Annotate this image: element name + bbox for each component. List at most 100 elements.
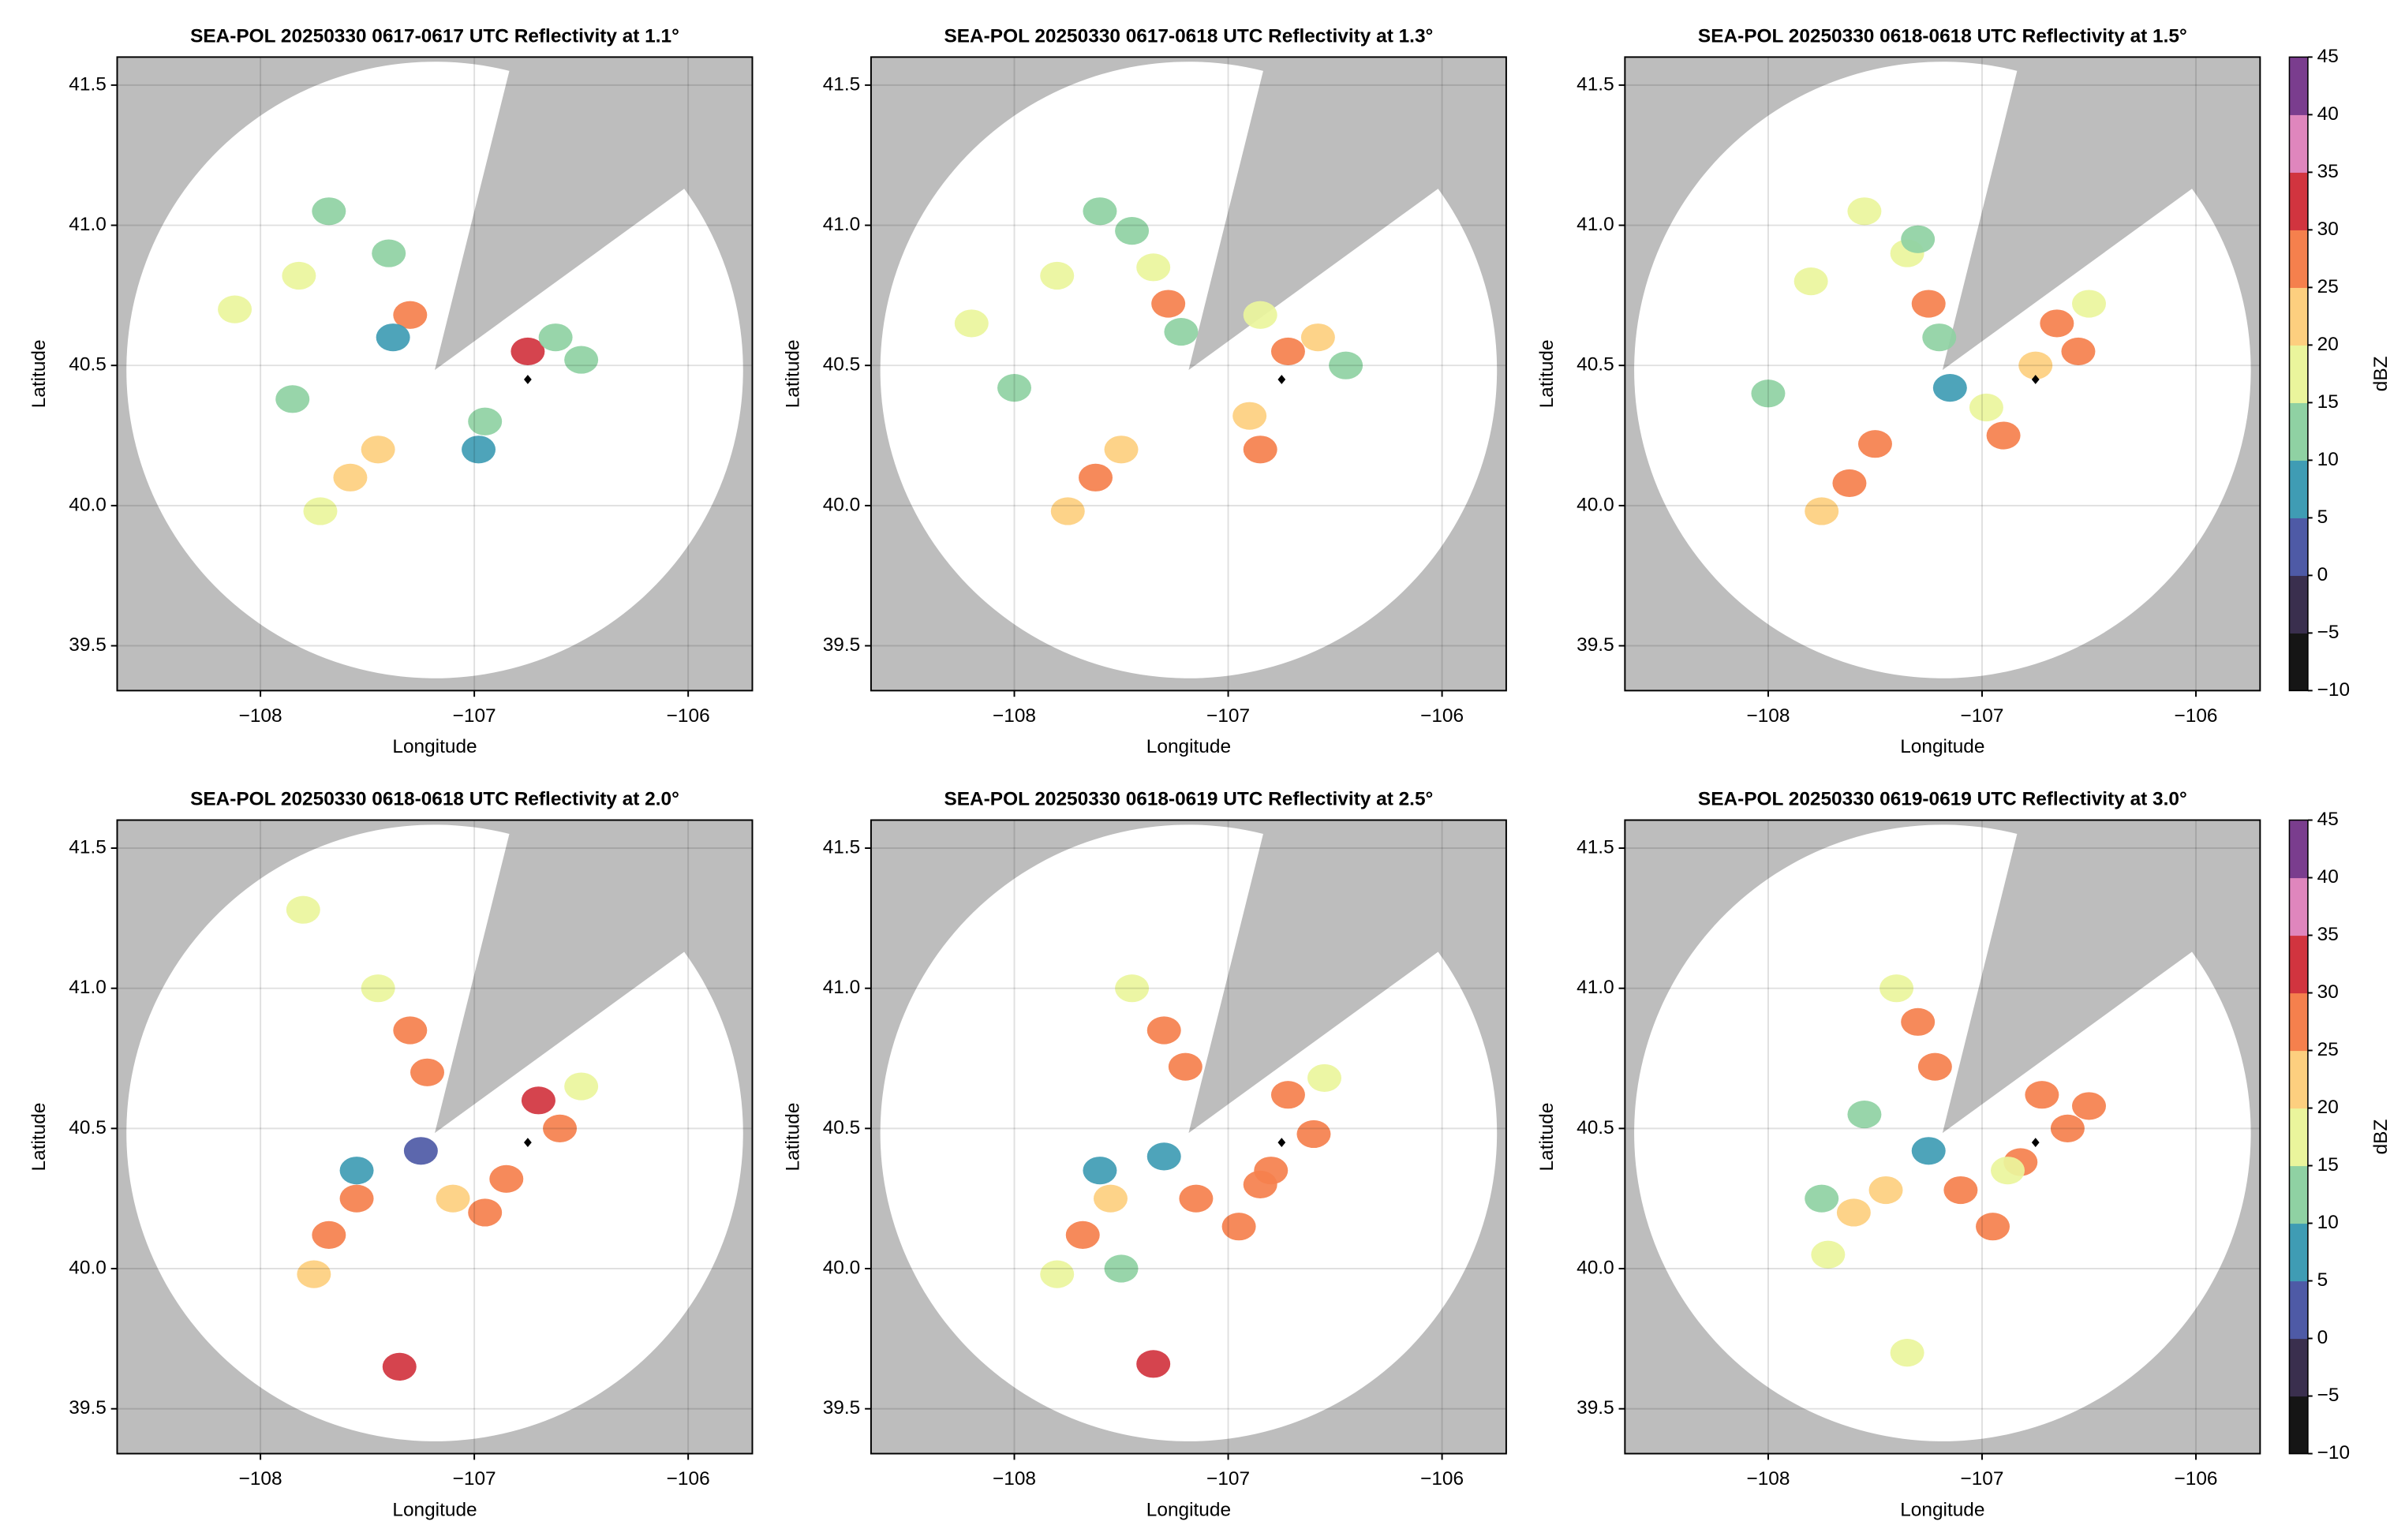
echo-cell: [1911, 290, 1946, 318]
panel: −108 −107 −106 39.5 40.0 40.5 41.0 41.5 SEA-POL …: [783, 789, 1507, 1520]
y-tick-label: 39.5: [1577, 1397, 1614, 1419]
echo-cell: [1232, 402, 1267, 430]
y-tick-label: 40.5: [1577, 354, 1614, 376]
radar-coverage: [1634, 62, 2251, 678]
chart-title: SEA-POL 20250330 0617-0617 UTC Reflectiv…: [190, 25, 679, 47]
y-tick-label: 40.5: [69, 354, 107, 376]
colorbar-tick-label: 35: [2317, 161, 2339, 182]
y-tick-label: 41.0: [69, 977, 107, 998]
site-marker: [2031, 375, 2040, 384]
x-tick-label: −108: [993, 1468, 1036, 1490]
x-tick-label: −107: [453, 1468, 496, 1490]
colorbar-tick-label: −5: [2317, 622, 2340, 643]
y-axis-label: Latitude: [28, 339, 50, 408]
echo-cell: [1079, 463, 1113, 492]
y-tick-label: 39.5: [823, 634, 861, 656]
echo-cell: [1065, 1220, 1100, 1249]
echo-cell: [1879, 974, 1914, 1003]
colorbar-tick-label: 0: [2317, 1327, 2328, 1348]
echo-cell: [1083, 1157, 1117, 1185]
echo-cell: [2072, 290, 2106, 318]
echo-cell: [1811, 1240, 1846, 1269]
x-tick-label: −108: [1746, 705, 1790, 727]
echo-cell: [1922, 323, 1957, 352]
echo-cell: [1083, 197, 1117, 226]
plot-frame: [1624, 56, 2261, 692]
colorbar-tick-label: 5: [2317, 506, 2328, 528]
echo-cell: [1270, 1081, 1305, 1109]
colorbar-bin: [2289, 287, 2308, 346]
chart-title: SEA-POL 20250330 0618-0618 UTC Reflectiv…: [190, 789, 679, 810]
echo-cell: [1847, 1101, 1882, 1129]
echo-cell: [1329, 351, 1363, 379]
site-marker: [524, 1138, 532, 1147]
echo-cell: [1868, 1176, 1903, 1205]
echo-cell: [1805, 1184, 1839, 1213]
colorbar-tick-label: 25: [2317, 1039, 2339, 1060]
colorbar-bin: [2289, 345, 2308, 403]
colorbar-bin: [2289, 1165, 2308, 1224]
colorbar-tick-label: 40: [2317, 866, 2339, 888]
echo-cell: [312, 1220, 346, 1249]
echo-cell: [1243, 1170, 1277, 1199]
echo-cell: [275, 385, 310, 413]
x-tick-label: −108: [993, 705, 1036, 727]
colorbar-tick-label: 5: [2317, 1269, 2328, 1291]
echo-cell: [1991, 1157, 2025, 1185]
colorbar-tick-label: −10: [2317, 679, 2350, 701]
echo-cell: [1243, 435, 1277, 464]
x-tick-label: −106: [2175, 1468, 2218, 1490]
echo-cell: [468, 407, 503, 435]
echoes: [954, 197, 1363, 525]
echo-cell: [1115, 217, 1150, 245]
colorbar-bin: [2289, 1223, 2308, 1282]
echo-cell: [303, 497, 338, 525]
echo-cell: [1932, 374, 1967, 402]
echo-cell: [1136, 1350, 1171, 1378]
colorbar: −10 −5 0 5 10 15 20 25 30 35 40 45 dBZ: [2288, 809, 2392, 1463]
x-axis-label: Longitude: [392, 736, 477, 757]
x-axis-label: Longitude: [1146, 736, 1231, 757]
colorbar-bin: [2289, 1050, 2308, 1109]
echo-cell: [2061, 337, 2096, 366]
colorbar-tick-label: 45: [2317, 809, 2339, 830]
echo-cell: [1901, 225, 1936, 253]
echoes: [218, 197, 599, 525]
radar-coverage: [1634, 824, 2251, 1441]
radar-coverage: [880, 824, 1498, 1441]
colorbar-tick-label: 0: [2317, 564, 2328, 585]
chart-title: SEA-POL 20250330 0619-0619 UTC Reflectiv…: [1698, 789, 2187, 810]
y-axis-label: Latitude: [28, 1103, 50, 1172]
echo-cell: [1146, 1016, 1181, 1045]
plot-frame: [870, 819, 1507, 1455]
echo-cell: [1751, 379, 1786, 408]
y-axis-label: Latitude: [1536, 1103, 1558, 1172]
echo-cell: [1890, 1339, 1924, 1367]
colorbar-tick-label: 35: [2317, 924, 2339, 945]
colorbar-bin: [2289, 1338, 2308, 1397]
colorbar-frame: [2288, 819, 2309, 1455]
colorbar-tick-label: 30: [2317, 981, 2339, 1003]
echo-cell: [489, 1164, 524, 1193]
echo-cell: [1243, 301, 1277, 329]
x-tick-label: −106: [1420, 1468, 1464, 1490]
plot-frame: [1624, 819, 2261, 1455]
chart-title: SEA-POL 20250330 0617-0618 UTC Reflectiv…: [944, 25, 1434, 47]
colorbar: −10 −5 0 5 10 15 20 25 30 35 40 45 dBZ: [2288, 46, 2392, 701]
x-tick-label: −106: [667, 705, 710, 727]
colorbar-tick-label: 15: [2317, 391, 2339, 413]
y-tick-label: 40.5: [1577, 1117, 1614, 1138]
y-tick-label: 40.0: [823, 494, 861, 515]
echo-cell: [1300, 323, 1335, 352]
echo-cell: [1911, 1137, 1946, 1165]
echo-cell: [1164, 317, 1199, 346]
colorbar-tick-label: 10: [2317, 449, 2339, 470]
colorbar-bin: [2289, 1108, 2308, 1167]
x-tick-label: −108: [239, 705, 282, 727]
y-tick-label: 41.5: [1577, 73, 1614, 95]
panel: −108 −107 −106 39.5 40.0 40.5 41.0 41.5 SEA-POL …: [783, 25, 1507, 757]
site-marker: [1277, 1138, 1286, 1147]
echoes: [1751, 197, 2106, 525]
echo-cell: [376, 323, 410, 352]
y-tick-label: 41.0: [823, 214, 861, 235]
